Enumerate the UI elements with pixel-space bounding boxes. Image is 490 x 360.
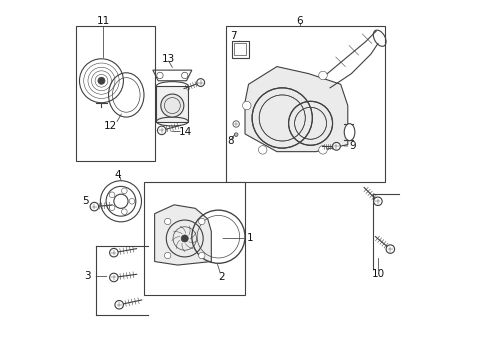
Bar [144, 182, 245, 295]
Text: 6: 6 [296, 15, 303, 26]
Ellipse shape [344, 123, 355, 141]
Circle shape [109, 192, 115, 198]
Circle shape [197, 78, 205, 86]
Circle shape [109, 205, 115, 211]
Circle shape [98, 77, 105, 84]
Circle shape [198, 252, 205, 259]
Circle shape [333, 143, 341, 150]
Text: 5: 5 [82, 196, 89, 206]
Text: 12: 12 [104, 121, 117, 131]
Circle shape [110, 273, 118, 282]
Circle shape [165, 252, 171, 259]
Text: 13: 13 [162, 54, 175, 64]
Ellipse shape [161, 94, 184, 117]
Circle shape [115, 301, 123, 309]
Circle shape [90, 202, 98, 211]
Circle shape [181, 235, 188, 242]
Circle shape [318, 71, 327, 80]
Circle shape [198, 218, 205, 225]
Text: 14: 14 [179, 127, 193, 137]
Circle shape [157, 126, 166, 135]
Circle shape [374, 197, 382, 206]
Text: 9: 9 [350, 141, 356, 151]
Circle shape [122, 209, 127, 215]
Bar [232, 41, 248, 58]
Bar [225, 26, 385, 182]
Circle shape [234, 133, 238, 136]
Bar [234, 43, 246, 55]
Polygon shape [155, 205, 211, 265]
Circle shape [386, 245, 394, 253]
Text: 3: 3 [84, 271, 91, 282]
Text: 7: 7 [230, 31, 237, 41]
Circle shape [233, 121, 239, 127]
Text: 10: 10 [371, 269, 385, 279]
Text: 8: 8 [227, 136, 234, 146]
Circle shape [318, 145, 327, 154]
Text: 4: 4 [114, 170, 121, 180]
Bar [156, 86, 188, 122]
Circle shape [243, 101, 251, 110]
Circle shape [122, 188, 127, 194]
Polygon shape [245, 67, 348, 152]
Text: 11: 11 [97, 16, 110, 26]
Text: 2: 2 [219, 273, 225, 283]
Text: 1: 1 [247, 234, 254, 243]
Circle shape [165, 218, 171, 225]
Circle shape [129, 198, 135, 204]
Bar [75, 26, 155, 161]
Circle shape [258, 145, 267, 154]
Circle shape [110, 248, 118, 257]
